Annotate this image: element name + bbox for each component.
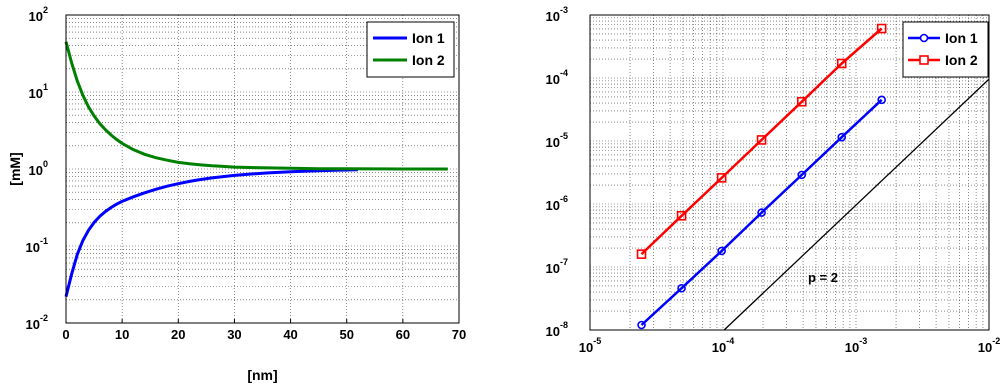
right-y-tick-label-exp: -7	[560, 257, 568, 267]
left-series-2-line	[64, 41, 448, 171]
left-x-tick-label: 20	[171, 327, 185, 342]
left-y-tick-label-base: 10	[26, 317, 40, 332]
right-legend-label-2: Ion 2	[945, 52, 978, 68]
right-chart: p = 210-5 10-4 10-3 10-210-810-710-610-510-…	[546, 5, 1001, 355]
right-series-1-point	[757, 208, 766, 217]
left-x-tick-label: 30	[227, 327, 241, 342]
left-axes-box	[65, 14, 460, 324]
right-legend-marker-1	[919, 33, 929, 43]
right-series-2-point	[836, 58, 847, 69]
right-series-1-point	[877, 95, 886, 105]
right-x-tick-label-base: 10	[712, 340, 726, 355]
right-reference-line	[723, 78, 990, 331]
left-y-tick-label: 10-1	[26, 236, 48, 255]
right-series-2-point	[716, 173, 727, 183]
right-series-2-point	[636, 249, 647, 259]
left-legend: Ion 1 Ion 2	[366, 21, 455, 78]
right-y-tick-label: 10-4	[546, 68, 568, 87]
right-series-2-point	[676, 210, 687, 221]
right-series-1-point	[637, 320, 646, 330]
right-series-1-point	[677, 283, 686, 293]
right-y-tick-label-base: 10	[546, 135, 560, 150]
right-series-1-point	[717, 246, 726, 256]
right-y-tick-label-base: 10	[546, 72, 560, 87]
right-x-tick-label: 10-3	[845, 336, 867, 355]
right-x-tick-label-base: 10	[579, 340, 593, 355]
right-y-tick-label-exp: -6	[560, 194, 568, 204]
right-y-tick-label-exp: -5	[560, 131, 568, 141]
left-x-tick-label: 10	[115, 327, 129, 342]
right-series-1-line	[640, 98, 883, 326]
left-x-axis-label: [nm]	[247, 367, 277, 383]
right-y-tick-label-base: 10	[546, 198, 560, 213]
right-x-tick-label: 10-2	[978, 336, 1000, 355]
right-y-tick-label: 10-5	[546, 131, 568, 150]
left-y-tick-label-exp: 1	[43, 82, 48, 92]
left-y-tick-label-base: 10	[26, 240, 40, 255]
right-x-tick-label-exp: -3	[859, 336, 867, 346]
right-x-tick-label: 10-5	[579, 336, 601, 355]
right-x-tick-label: 10-4	[712, 336, 734, 355]
left-x-tick-label: 60	[396, 327, 410, 342]
right-y-tick-label-exp: -8	[560, 320, 568, 330]
right-x-tick-label-base: 10	[845, 340, 859, 355]
left-series-1-line	[64, 168, 358, 297]
right-series-2-point	[796, 96, 807, 107]
right-axes-box	[589, 14, 990, 331]
right-legend-box	[902, 21, 989, 78]
left-y-tick-label-base: 10	[29, 86, 43, 101]
left-y-tick-label: 102	[29, 5, 48, 24]
left-y-tick-label: 10-2	[26, 313, 48, 332]
right-legend: Ion 1 Ion 2	[902, 21, 989, 78]
left-y-tick-label-exp: -2	[40, 313, 48, 323]
left-y-tick-label-exp: -1	[40, 236, 48, 246]
left-y-tick-label-base: 10	[29, 9, 43, 24]
left-legend-box	[366, 21, 455, 78]
left-y-tick-label: 101	[29, 82, 48, 101]
left-legend-label-1: Ion 1	[412, 30, 445, 46]
right-y-tick-label-exp: -4	[560, 68, 568, 78]
right-x-tick-label-exp: -4	[726, 336, 734, 346]
left-y-tick-label-base: 10	[29, 163, 43, 178]
left-x-tick-label: 40	[283, 327, 297, 342]
right-series-2-point	[756, 135, 767, 145]
left-x-tick-label: 70	[452, 327, 466, 342]
left-x-tick-label: 50	[339, 327, 353, 342]
right-legend-marker-2	[919, 55, 929, 65]
right-annotation: p = 2	[808, 270, 838, 285]
right-y-tick-label-base: 10	[546, 261, 560, 276]
right-y-tick-label-exp: -3	[560, 5, 568, 15]
right-x-tick-label-exp: -5	[593, 336, 601, 346]
left-chart: 0 10 20 30 40 50 60 7010-210-1100101102[nm][mM]…	[7, 5, 466, 383]
left-legend-label-2: Ion 2	[412, 52, 445, 68]
left-y-axis-label: [mM]	[7, 152, 23, 185]
right-y-tick-label: 10-3	[546, 5, 568, 24]
left-x-tick-label: 0	[62, 327, 69, 342]
right-y-tick-label: 10-6	[546, 194, 568, 213]
left-y-tick-label-exp: 0	[43, 159, 48, 169]
right-x-tick-label-exp: -2	[992, 336, 1000, 346]
right-series-1-point	[837, 132, 847, 142]
right-y-tick-label: 10-8	[546, 320, 568, 339]
right-x-tick-label-base: 10	[978, 340, 992, 355]
right-y-tick-label-base: 10	[546, 9, 560, 24]
right-series-2-line	[640, 27, 883, 256]
right-legend-label-1: Ion 1	[945, 30, 978, 46]
left-y-tick-label-exp: 2	[43, 5, 48, 15]
right-y-tick-label: 10-7	[546, 257, 568, 276]
right-series-1-point	[797, 170, 807, 180]
right-y-tick-label-base: 10	[546, 324, 560, 339]
left-y-tick-label: 100	[29, 159, 48, 178]
right-series-2-point	[876, 23, 887, 34]
